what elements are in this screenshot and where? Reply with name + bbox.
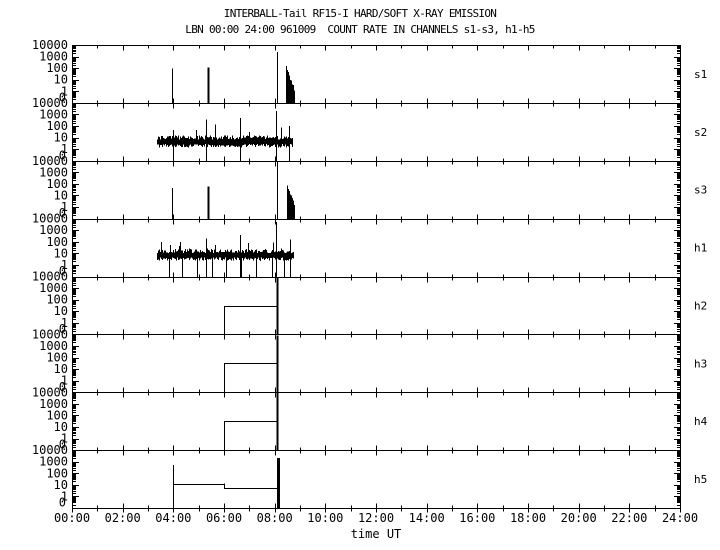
y-tick-label: 10000 bbox=[32, 327, 68, 341]
channel-label-s2: s2 bbox=[694, 126, 707, 139]
y-tick-label: 1 bbox=[61, 142, 68, 156]
axes-frame-and-ticks bbox=[72, 45, 681, 513]
y-tick-label: 10000 bbox=[32, 96, 68, 110]
x-tick-label: 02:00 bbox=[105, 511, 141, 525]
x-tick-label: 22:00 bbox=[611, 511, 647, 525]
y-tick-label: 1000 bbox=[39, 165, 68, 179]
x-axis-labels: 00:00 02:00 04:00 06:00 08:00 10:00 12:00 14:00… bbox=[54, 511, 698, 541]
series-s3 bbox=[172, 161, 295, 220]
chart-title: INTERBALL-Tail RF15-I HARD/SOFT X-RAY EM… bbox=[223, 7, 497, 20]
y-tick-label: 10000 bbox=[32, 443, 68, 457]
y-tick-label: 1000 bbox=[39, 223, 68, 237]
y-tick-label: 100 bbox=[46, 351, 68, 365]
y-zero-label: 0 bbox=[59, 148, 66, 162]
y-tick-label: 100 bbox=[46, 119, 68, 133]
x-tick-label: 18:00 bbox=[510, 511, 546, 525]
y-tick-label: 10 bbox=[54, 304, 68, 318]
y-tick-label: 10 bbox=[54, 131, 68, 145]
y-tick-label: 1 bbox=[61, 432, 68, 446]
y-tick-label: 1000 bbox=[39, 107, 68, 121]
y-tick-label: 10 bbox=[54, 362, 68, 376]
channel-label-h3: h3 bbox=[694, 357, 707, 370]
y-zero-label: 0 bbox=[59, 322, 66, 336]
y-tick-label: 10000 bbox=[32, 38, 68, 52]
x-tick-label: 16:00 bbox=[459, 511, 495, 525]
y-tick-label: 10000 bbox=[32, 212, 68, 226]
y-tick-label: 1 bbox=[61, 200, 68, 214]
x-tick-label: 12:00 bbox=[358, 511, 394, 525]
y-tick-label: 10 bbox=[54, 420, 68, 434]
x-tick-label: 08:00 bbox=[257, 511, 293, 525]
y-tick-label: 1 bbox=[61, 258, 68, 272]
channel-label-h4: h4 bbox=[694, 415, 708, 428]
channel-label-h5: h5 bbox=[694, 473, 707, 486]
channel-label-s1: s1 bbox=[694, 68, 707, 81]
x-tick-label: 00:00 bbox=[54, 511, 90, 525]
y-zero-label: 0 bbox=[59, 380, 66, 394]
y-zero-label: 0 bbox=[59, 438, 66, 452]
y-tick-label: 1 bbox=[61, 84, 68, 98]
y-zero-label: 0 bbox=[59, 496, 66, 510]
chart-subtitle: LBN 00:00 24:00 961009 COUNT RATE IN CHA… bbox=[185, 23, 535, 36]
y-tick-label: 100 bbox=[46, 177, 68, 191]
x-tick-label: 04:00 bbox=[155, 511, 191, 525]
x-tick-label: 20:00 bbox=[561, 511, 597, 525]
y-tick-label: 1000 bbox=[39, 50, 68, 64]
channel-label-h1: h1 bbox=[694, 242, 707, 255]
x-axis-title: time UT bbox=[351, 527, 402, 541]
y-tick-label: 10 bbox=[54, 73, 68, 87]
y-tick-label: 100 bbox=[46, 235, 68, 249]
y-tick-label: 1000 bbox=[39, 281, 68, 295]
x-tick-label: 14:00 bbox=[409, 511, 445, 525]
series-s1 bbox=[172, 52, 295, 104]
y-tick-label: 10 bbox=[54, 478, 68, 492]
series-h5 bbox=[173, 465, 279, 509]
channel-label-s3: s3 bbox=[694, 184, 707, 197]
y-tick-label: 1000 bbox=[39, 455, 68, 469]
series-h1 bbox=[157, 222, 294, 278]
y-tick-label: 1 bbox=[61, 374, 68, 388]
series-s2 bbox=[157, 111, 293, 162]
y-zero-label: 0 bbox=[59, 206, 66, 220]
y-tick-label: 10000 bbox=[32, 154, 68, 168]
series-h4 bbox=[224, 421, 278, 451]
y-tick-label: 10 bbox=[54, 188, 68, 202]
y-tick-label: 10 bbox=[54, 246, 68, 260]
x-tick-label: 06:00 bbox=[206, 511, 242, 525]
y-tick-label: 1000 bbox=[39, 397, 68, 411]
y-tick-label: 1 bbox=[61, 489, 68, 503]
y-tick-label: 100 bbox=[46, 466, 68, 480]
x-tick-label: 24:00 bbox=[662, 511, 698, 525]
series-h2 bbox=[224, 306, 278, 335]
y-tick-label: 1000 bbox=[39, 339, 68, 353]
y-zero-label: 0 bbox=[59, 90, 66, 104]
y-tick-label: 1 bbox=[61, 316, 68, 330]
y-tick-label: 100 bbox=[46, 408, 68, 422]
series-h3 bbox=[224, 363, 278, 393]
y-tick-label: 10000 bbox=[32, 385, 68, 399]
y-zero-label: 0 bbox=[59, 264, 66, 278]
y-tick-label: 100 bbox=[46, 61, 68, 75]
channel-label-h2: h2 bbox=[694, 299, 707, 312]
y-tick-label: 10000 bbox=[32, 270, 68, 284]
x-tick-label: 10:00 bbox=[307, 511, 343, 525]
y-tick-label: 100 bbox=[46, 293, 68, 307]
